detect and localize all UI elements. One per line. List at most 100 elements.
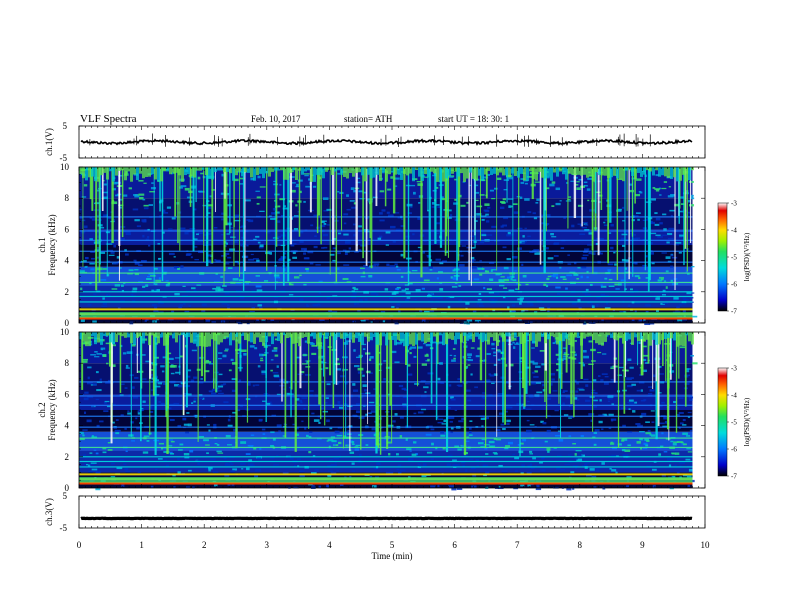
spectrogram-noise [358,249,362,252]
spectrogram-noise [148,272,155,276]
spectrogram-noise [501,470,508,473]
spectrogram-noise [355,303,360,305]
spectrogram-noise [349,200,355,202]
spectrogram-noise [388,472,394,475]
spectrogram-fringe [211,167,214,180]
spectrogram-noise [517,247,523,250]
spectrogram-noise [236,352,240,355]
spectrogram-noise [185,431,189,434]
spectrogram-noise [481,218,485,221]
spectrogram-noise [188,305,191,308]
spectrogram-tone [79,261,693,263]
spectrogram-fringe [109,167,112,172]
spectrogram-noise [395,265,399,268]
spectrogram-noise [120,284,124,287]
spectrogram-fringe [169,167,172,175]
spectrogram-noise [546,175,550,179]
spectrogram-noise [652,374,656,378]
spectrogram-noise [142,290,146,292]
spectrogram-noise [404,235,411,238]
spectrogram-noise [554,434,561,437]
spectrogram-noise [299,298,304,302]
sferic-streak [294,332,297,452]
spectrogram-noise [454,178,458,181]
spectrogram-noise [210,392,217,396]
y-tick-label: 8 [65,358,70,368]
spectrogram-noise [519,196,523,200]
spectrogram-noise [299,190,302,194]
spectrogram-noise [83,397,89,401]
spectrogram-fringe [466,332,469,341]
spectrogram-noise [365,413,368,416]
spectrogram-noise [529,450,533,453]
sferic-streak [678,332,680,379]
spectrogram-noise [214,227,218,229]
spectrogram-fringe [502,332,505,342]
spectrogram-noise [429,310,435,312]
spectrogram-noise [620,279,625,282]
spectrogram-noise [576,382,579,385]
sferic-streak [379,332,382,455]
spectrogram-noise [607,397,613,400]
spectrogram-fringe [664,332,667,340]
spectrogram-noise [118,174,124,177]
spectrogram-noise [435,258,441,261]
spectrogram-fringe [547,167,550,177]
spectrogram-noise [419,465,422,468]
sferic-streak [166,332,168,412]
spectrogram-noise [508,289,515,292]
spectrogram-noise [82,360,88,363]
spectrogram-fringe [493,167,496,174]
spectrogram-noise [395,228,401,232]
spectrogram-tone [79,460,693,463]
spectrogram-fringe [484,332,487,341]
spectrogram-noise [376,264,379,267]
spectrogram-noise [621,237,625,240]
spectrogram-tone [79,426,693,428]
spectrogram-fringe [643,167,646,175]
spectrogram-noise [584,229,590,231]
spectrogram-noise [574,466,578,469]
spectrogram-fringe [373,167,376,178]
spectrogram-noise [471,259,476,261]
spectrogram-fringe [583,167,586,175]
spectrogram-fringe [196,167,199,171]
spectrogram-noise [107,249,114,252]
spectrogram-fringe [415,167,418,171]
spectrogram-noise [629,183,633,186]
spectrogram-noise [486,288,493,291]
spectrogram-noise [514,270,517,272]
spectrogram-noise [541,457,545,460]
sferic-streak [544,332,547,371]
spectrogram-noise [94,356,100,358]
sferic-streak [573,332,575,418]
spectrogram-fringe [136,332,139,338]
spectrogram-noise [629,291,635,294]
spectrogram-noise [526,408,532,411]
spectrogram-noise [158,277,161,280]
spectrogram-noise [312,484,315,487]
spectrogram-noise [227,306,231,310]
spectrogram-noise [355,403,361,405]
spectrogram-noise [648,386,653,388]
spectrogram-noise [161,231,165,234]
spectrogram-noise [339,483,344,487]
spectrogram-noise [621,244,626,247]
spectrogram-noise [628,401,635,405]
spectrogram-noise [332,238,337,241]
spectrogram-noise [406,297,411,299]
spectrogram-noise [184,310,190,313]
spectrogram-fringe [358,332,361,342]
spectrogram-noise [255,469,262,472]
spectrogram-noise [118,199,123,201]
spectrogram-noise [260,357,264,359]
spectrogram-noise [521,263,524,266]
spectrogram-noise [598,194,603,197]
spectrogram-noise [362,229,369,232]
spectrogram-noise [529,394,533,396]
spectrogram-noise [95,371,99,374]
spectrogram-noise [387,188,392,191]
spectrogram-noise [623,311,627,313]
spectrogram-noise [449,416,455,419]
spectrogram-fringe [370,167,373,179]
